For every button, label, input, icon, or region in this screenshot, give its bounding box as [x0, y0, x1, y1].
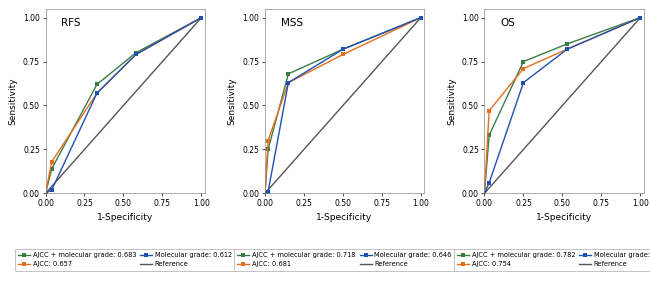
Text: RFS: RFS	[61, 18, 81, 28]
Y-axis label: Sensitivity: Sensitivity	[8, 77, 18, 125]
X-axis label: 1-Specificity: 1-Specificity	[317, 214, 372, 222]
Legend: AJCC + molecular grade: 0.683, AJCC: 0.657, Molecular grade: 0.612, Reference: AJCC + molecular grade: 0.683, AJCC: 0.6…	[15, 249, 235, 271]
Legend: AJCC + molecular grade: 0.782, AJCC: 0.754, Molecular grade: 0.643, Reference: AJCC + molecular grade: 0.782, AJCC: 0.7…	[454, 249, 650, 271]
Legend: AJCC + molecular grade: 0.718, AJCC: 0.681, Molecular grade: 0.646, Reference: AJCC + molecular grade: 0.718, AJCC: 0.6…	[234, 249, 455, 271]
X-axis label: 1-Specificity: 1-Specificity	[536, 214, 592, 222]
Text: MSS: MSS	[281, 18, 303, 28]
Y-axis label: Sensitivity: Sensitivity	[447, 77, 456, 125]
Y-axis label: Sensitivity: Sensitivity	[228, 77, 237, 125]
X-axis label: 1-Specificity: 1-Specificity	[97, 214, 153, 222]
Text: OS: OS	[500, 18, 515, 28]
